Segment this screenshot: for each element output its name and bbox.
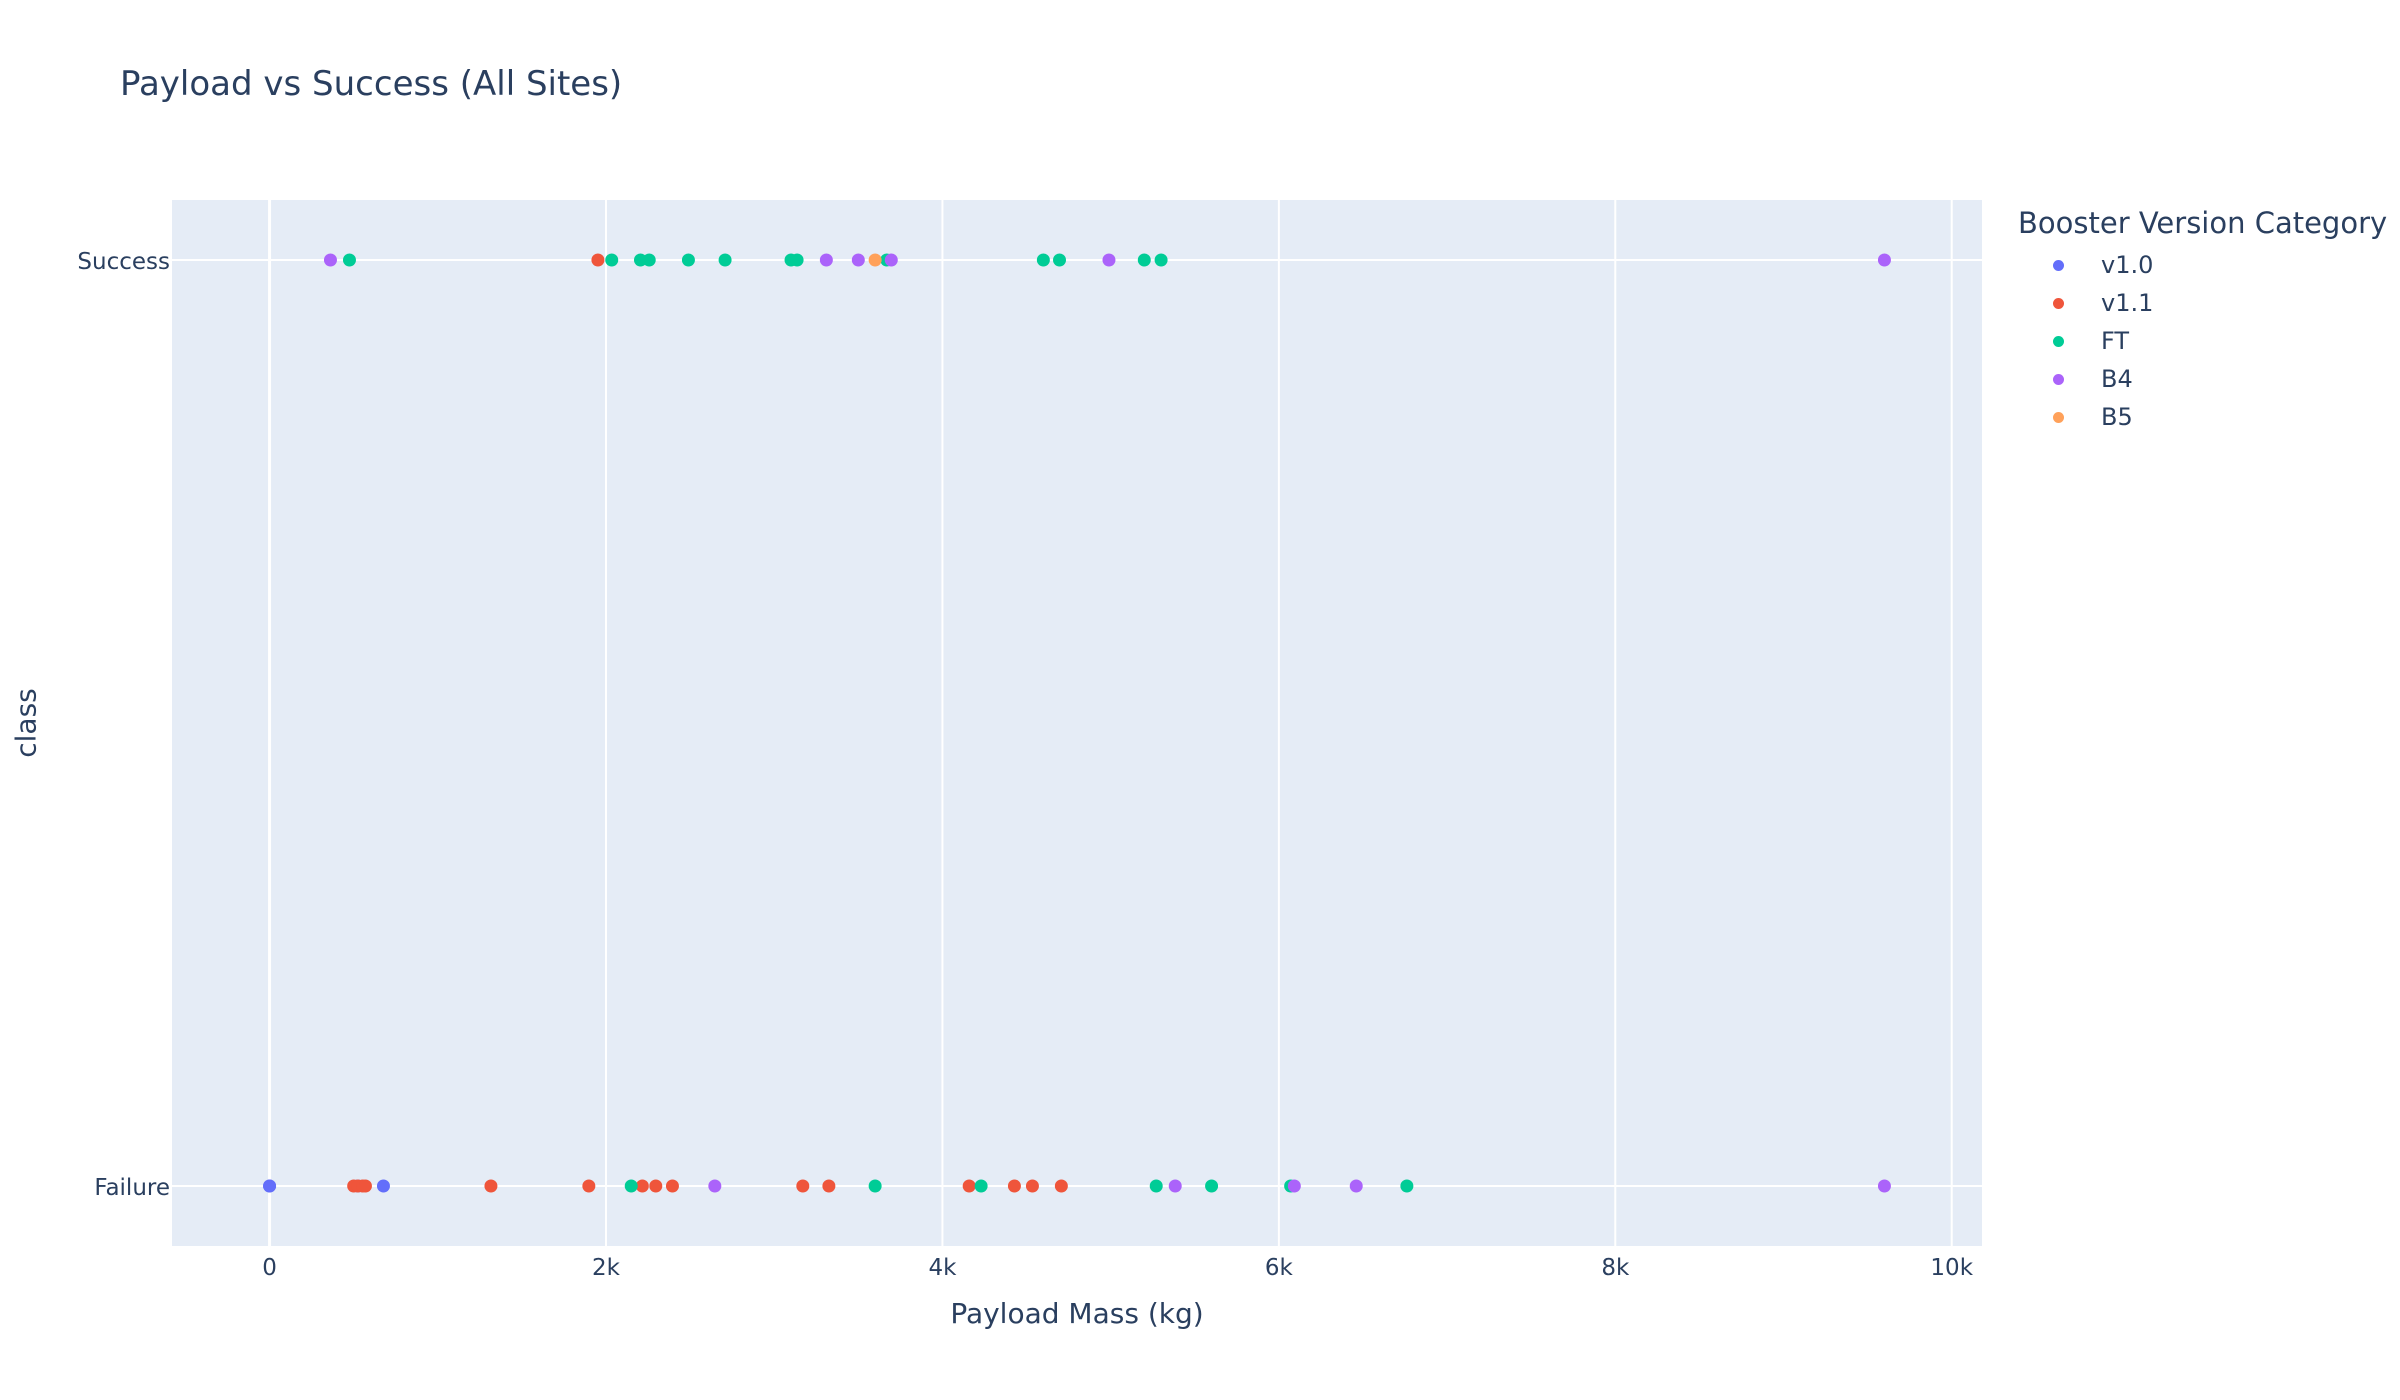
x-tick-labels: 0 2k 4k 6k 8k 10k (262, 1255, 1973, 1281)
data-point (884, 253, 898, 267)
legend-label: v1.1 (2101, 289, 2154, 317)
data-point (819, 253, 833, 267)
data-point (868, 1179, 882, 1193)
data-point (1877, 1179, 1891, 1193)
data-point (624, 1179, 638, 1193)
data-point (1349, 1179, 1363, 1193)
legend-marker (2053, 259, 2064, 271)
data-point (822, 1179, 836, 1193)
data-point (1054, 1179, 1068, 1193)
data-point (790, 253, 804, 267)
x-tick-label: 8k (1601, 1255, 1630, 1281)
y-tick-labels: Failure Success (77, 249, 170, 1201)
legend-label: B4 (2101, 365, 2133, 393)
data-point (1154, 253, 1168, 267)
data-point (1007, 1179, 1021, 1193)
data-point (1036, 253, 1050, 267)
data-point (708, 1179, 722, 1193)
legend-item[interactable]: v1.0 (2018, 246, 2387, 284)
data-point (796, 1179, 810, 1193)
data-point (681, 253, 695, 267)
data-point (1205, 1179, 1219, 1193)
data-point (868, 253, 882, 267)
legend-items: v1.0 v1.1 FT B4 B5 (2018, 246, 2387, 436)
data-point (605, 253, 619, 267)
data-point (665, 1179, 679, 1193)
legend-item[interactable]: B4 (2018, 360, 2387, 398)
x-tick-label: 0 (262, 1255, 277, 1281)
legend-item[interactable]: v1.1 (2018, 284, 2387, 322)
legend-label: B5 (2101, 403, 2133, 431)
legend-marker (2053, 335, 2064, 347)
legend-item[interactable]: B5 (2018, 398, 2387, 436)
data-point (635, 1179, 649, 1193)
legend: Booster Version Category v1.0 v1.1 FT B4 B5 (2018, 206, 2387, 436)
legend-marker (2053, 411, 2064, 423)
y-axis-label: class (9, 688, 43, 758)
data-point (1877, 253, 1891, 267)
data-point (263, 1179, 277, 1193)
data-point (1137, 253, 1151, 267)
data-point (1400, 1179, 1414, 1193)
grid-lines (172, 200, 1982, 1246)
data-point (376, 1179, 390, 1193)
legend-item[interactable]: FT (2018, 322, 2387, 360)
data-point (1025, 1179, 1039, 1193)
legend-label: v1.0 (2101, 251, 2154, 279)
data-point (718, 253, 732, 267)
data-point (591, 253, 605, 267)
data-point (1053, 253, 1067, 267)
data-point (342, 253, 356, 267)
x-tick-label: 10k (1930, 1255, 1973, 1281)
x-tick-label: 6k (1265, 1255, 1294, 1281)
x-tick-label: 4k (928, 1255, 957, 1281)
legend-marker (2053, 373, 2064, 385)
data-point (358, 1179, 372, 1193)
data-point (974, 1179, 988, 1193)
data-point (649, 1179, 663, 1193)
y-tick-label: Failure (94, 1175, 170, 1201)
data-point (642, 253, 656, 267)
data-points (263, 253, 1891, 1193)
data-point (582, 1179, 596, 1193)
data-point (851, 253, 865, 267)
data-point (962, 1179, 976, 1193)
y-tick-label: Success (77, 249, 170, 275)
chart-title: Payload vs Success (All Sites) (120, 64, 623, 104)
data-point (484, 1179, 498, 1193)
plot-area (172, 200, 1982, 1246)
legend-marker (2053, 297, 2064, 309)
x-tick-label: 2k (592, 1255, 621, 1281)
legend-title: Booster Version Category (2018, 206, 2388, 240)
data-point (1149, 1179, 1163, 1193)
legend-label: FT (2101, 327, 2130, 355)
data-point (1102, 253, 1116, 267)
data-point (1168, 1179, 1182, 1193)
data-point (323, 253, 337, 267)
x-axis-label: Payload Mass (kg) (950, 1297, 1204, 1330)
data-point (1287, 1179, 1301, 1193)
